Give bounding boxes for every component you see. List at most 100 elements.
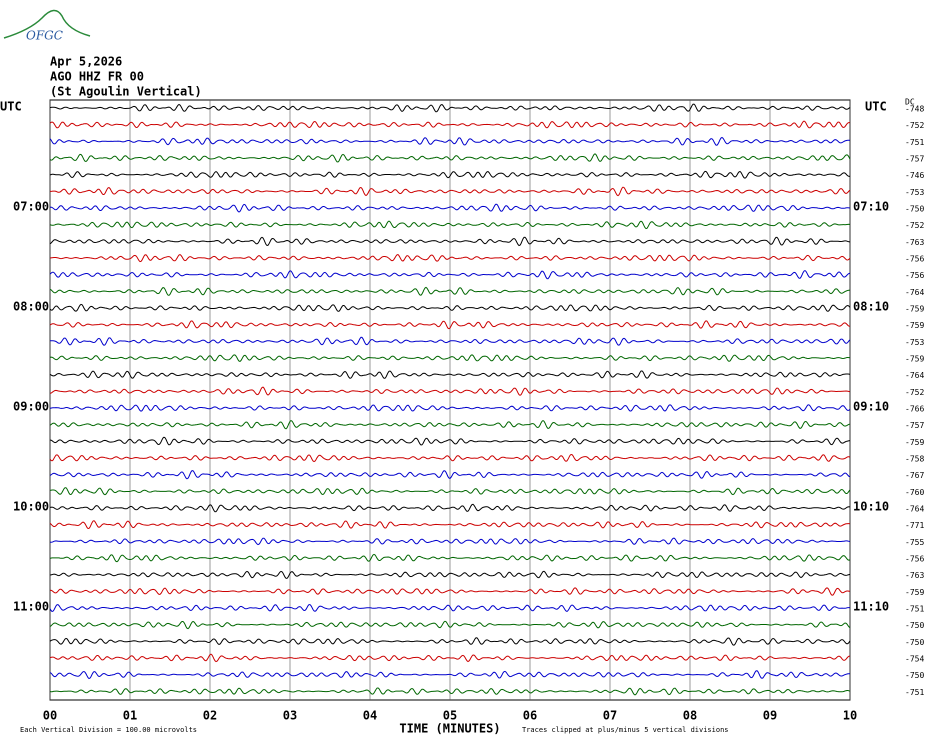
dc-offset: -750 [905,638,924,647]
trace [49,370,851,379]
dc-offset: -751 [905,138,924,147]
dc-offset: -755 [905,538,924,547]
right-time-label: 07:10 [853,200,889,214]
dc-offset: -750 [905,621,924,630]
dc-offset: -767 [905,471,924,480]
trace [50,436,851,446]
trace [49,320,851,330]
dc-offset: -752 [905,121,924,130]
trace [49,120,851,129]
trace [49,553,851,563]
dc-offset: -759 [905,305,924,314]
trace [49,487,851,496]
x-tick-label: 09 [763,709,777,723]
trace [49,453,851,463]
trace [49,303,851,312]
dc-offset: -752 [905,221,924,230]
scale-note: Each Vertical Division = 100.00 microvol… [20,726,197,734]
dc-offset: -757 [905,155,924,164]
dc-offset: -759 [905,588,924,597]
logo-curve [3,9,91,39]
dc-offset: -746 [905,171,924,180]
dc-offset: -759 [905,321,924,330]
x-tick-label: 10 [843,709,857,723]
right-time-label: UTC [865,100,887,114]
left-time-label: 10:00 [13,500,49,514]
trace [49,670,850,680]
dc-offset: -766 [905,405,924,414]
trace [49,203,851,213]
x-tick-label: 01 [123,709,137,723]
left-time-label: 07:00 [13,200,49,214]
dc-offset: -753 [905,338,924,347]
trace [49,570,851,579]
trace [49,354,851,362]
trace [49,503,851,513]
dc-offset: -751 [905,605,924,614]
dc-offset: -750 [905,671,924,680]
x-tick-label: 06 [523,709,537,723]
trace [49,220,851,230]
dc-offset: -764 [905,371,924,380]
date: Apr 5,2026 [50,55,122,69]
trace [49,637,851,646]
trace [49,170,851,179]
trace [49,604,851,612]
left-time-label: 09:00 [13,400,49,414]
dc-offset: -764 [905,505,924,514]
x-label: TIME (MINUTES) [399,722,500,736]
dc-offset: -753 [905,188,924,197]
trace [49,136,851,146]
x-tick-label: 04 [363,709,377,723]
trace [49,103,851,113]
x-tick-label: 00 [43,709,57,723]
dc-offset: -756 [905,255,924,264]
trace [49,537,851,546]
left-time-label: 11:00 [13,600,49,614]
left-time-label: 08:00 [13,300,49,314]
dc-offset: -759 [905,355,924,364]
x-tick-label: 05 [443,709,457,723]
dc-offset: -751 [905,688,924,697]
x-tick-label: 03 [283,709,297,723]
dc-offset: -758 [905,455,924,464]
x-tick-label: 02 [203,709,217,723]
left-time-label: UTC [0,100,22,114]
trace [49,520,851,530]
trace [49,653,851,663]
trace [49,270,851,280]
trace [49,404,851,412]
clip-note: Traces clipped at plus/minus 5 vertical … [522,726,729,734]
x-tick-label: 07 [603,709,617,723]
trace [49,470,851,480]
trace [50,336,851,346]
dc-offset: -750 [905,205,924,214]
dc-offset: -763 [905,571,924,580]
logo: OFGC [26,29,63,43]
trace [49,620,851,630]
dc-offset: -754 [905,655,924,664]
trace [49,687,851,696]
dc-offset: -771 [905,521,924,530]
dc-offset: -760 [905,488,924,497]
dc-offset: -759 [905,438,924,447]
dc-offset: -757 [905,421,924,430]
trace [49,420,851,430]
right-time-label: 09:10 [853,400,889,414]
dc-offset: -748 [905,105,924,114]
trace [49,587,851,596]
right-time-label: 10:10 [853,500,889,514]
station: AGO HHZ FR 00 [50,70,144,84]
dc-offset: -752 [905,388,924,397]
trace [50,186,851,197]
dc-offset: -764 [905,288,924,297]
trace [49,236,851,247]
dc-offset: -756 [905,555,924,564]
right-time-label: 11:10 [853,600,889,614]
dc-offset: -763 [905,238,924,247]
site: (St Agoulin Vertical) [50,85,202,99]
right-time-label: 08:10 [853,300,889,314]
trace [49,153,851,163]
dc-label: DC [905,98,915,107]
